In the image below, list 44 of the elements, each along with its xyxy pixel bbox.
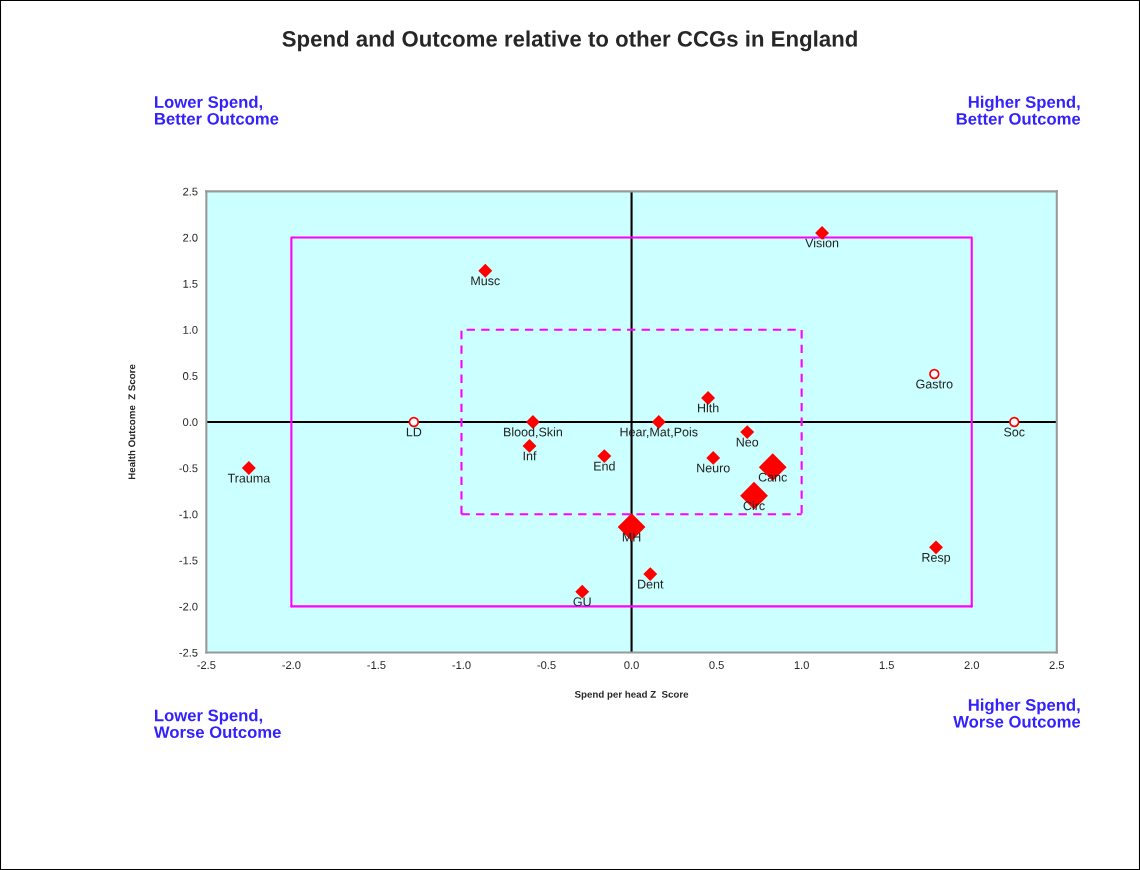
x-tick-label: -2.0 xyxy=(282,661,301,669)
annotation: Resp xyxy=(922,553,951,565)
y-tick-label: -1.0 xyxy=(179,510,198,519)
y-tick-label: -0.5 xyxy=(179,464,198,473)
annotation: End xyxy=(594,461,615,471)
annotation: Vision xyxy=(805,238,839,248)
y-tick-label: 1.5 xyxy=(183,280,198,288)
x-tick-label: -2.5 xyxy=(197,661,216,669)
y-tick-label: -1.5 xyxy=(179,556,198,565)
x-tick-label: 0.0 xyxy=(624,661,639,669)
annotation: GU xyxy=(573,597,591,607)
x-tick-label: 1.5 xyxy=(879,661,894,669)
annotation: LD xyxy=(406,427,422,437)
y-tick-label: 0.5 xyxy=(183,372,198,380)
x-axis-title: Spend per head Z Score xyxy=(574,690,689,700)
x-tick-label: 2.5 xyxy=(1049,661,1065,669)
annotation: Gastro xyxy=(916,379,953,389)
annotation: Neuro xyxy=(697,463,730,473)
y-tick-label: 0.0 xyxy=(183,418,198,427)
y-tick-label: -2.0 xyxy=(179,602,198,611)
x-tick-label: -0.5 xyxy=(537,661,556,669)
x-tick-label: 1.0 xyxy=(794,661,809,669)
y-axis-title: Health Outcome Z Score xyxy=(128,364,136,480)
chart-title: Spend and Outcome relative to other CCGs in England xyxy=(282,30,857,52)
annotation: Hlth xyxy=(698,403,719,413)
text: Higher Spend, Worse Outcome xyxy=(953,698,1081,728)
x-tick-label: -1.0 xyxy=(452,661,471,669)
y-tick-label: 2.0 xyxy=(183,233,198,242)
x-tick-label: -1.5 xyxy=(367,661,386,669)
annotation: Musc xyxy=(471,276,500,286)
annotation: Dent xyxy=(638,579,664,589)
text: Lower Spend, Better Outcome xyxy=(155,95,279,125)
y-tick-label: 1.0 xyxy=(183,326,198,334)
annotation: Blood,Skin xyxy=(504,427,562,438)
annotation: Inf xyxy=(523,451,537,461)
y-tick-label: -2.5 xyxy=(179,648,198,657)
text: Lower Spend, Worse Outcome xyxy=(153,709,281,739)
annotation: Neo xyxy=(736,437,759,447)
annotation: Soc xyxy=(1004,427,1025,437)
text: Higher Spend, Better Outcome xyxy=(956,95,1081,125)
x-tick-label: 0.5 xyxy=(709,661,724,669)
annotation: Trauma xyxy=(227,473,271,483)
x-tick-label: 2.0 xyxy=(964,661,980,669)
y-tick-label: 2.5 xyxy=(183,187,198,196)
